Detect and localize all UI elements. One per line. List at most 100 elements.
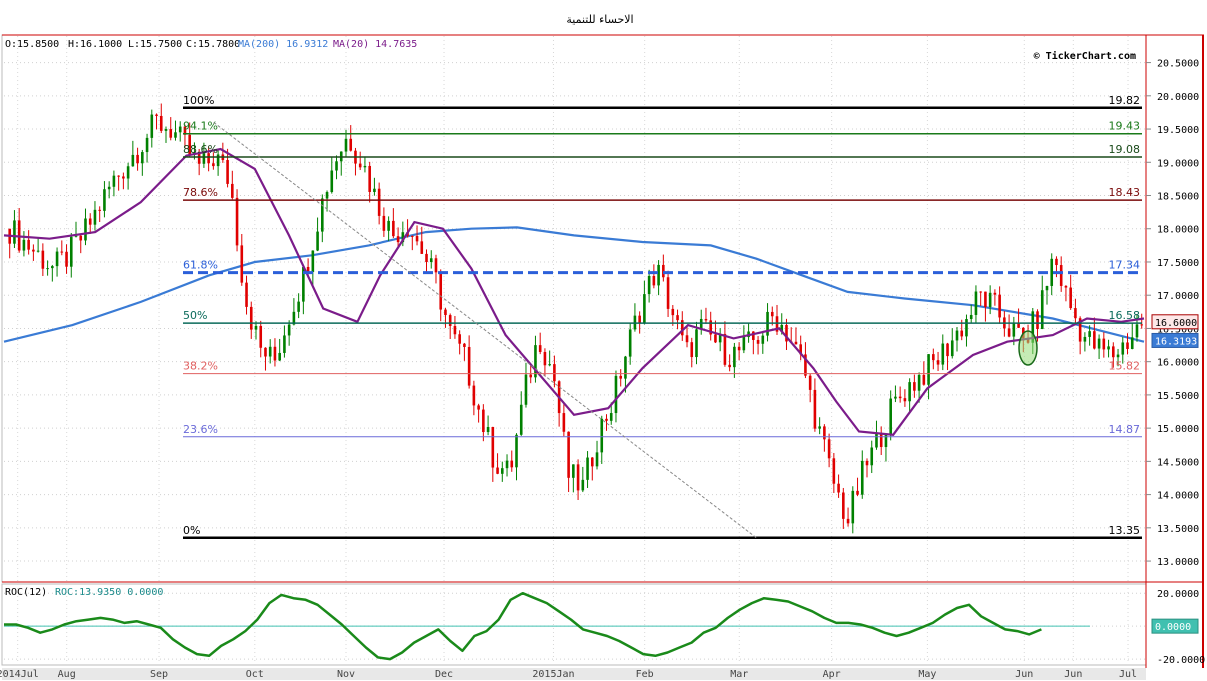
fib-value-label-0: 19.82 — [1109, 94, 1141, 107]
candle — [1126, 333, 1129, 355]
candle — [647, 269, 651, 303]
candle — [1130, 323, 1134, 350]
candle — [543, 348, 547, 377]
candle — [785, 318, 788, 351]
candle — [349, 125, 353, 152]
candle — [472, 380, 476, 416]
candle — [321, 194, 324, 243]
price-tag-label-1: 16.3193 — [1155, 336, 1197, 347]
candle — [55, 247, 59, 277]
candle — [1140, 313, 1144, 329]
candle — [131, 140, 135, 167]
x-tick-label-2: Sep — [150, 669, 168, 680]
fib-value-label-7: 14.87 — [1109, 423, 1141, 436]
candle — [567, 431, 570, 493]
candle — [590, 457, 594, 481]
candle — [984, 291, 987, 322]
candle — [363, 156, 367, 173]
candle — [278, 338, 281, 362]
candle — [491, 426, 495, 482]
candle — [1040, 275, 1044, 330]
candle — [249, 301, 253, 339]
y-tick-label-12: 19.0000 — [1157, 158, 1199, 169]
candle — [605, 414, 608, 431]
candle — [178, 121, 182, 142]
candle — [65, 244, 68, 274]
candle — [212, 152, 215, 170]
roc-zero-tag-bg — [1151, 618, 1199, 634]
candle — [264, 347, 267, 371]
x-tick-label-11: Jun — [1015, 669, 1033, 680]
candle — [1059, 256, 1063, 292]
candle — [453, 315, 457, 339]
candle — [202, 142, 206, 168]
fib-pct-label-6: 38.2% — [183, 360, 218, 373]
candle — [1088, 325, 1091, 346]
fib-pct-label-2: 88.6% — [183, 143, 218, 156]
y-tick-label-10: 18.0000 — [1157, 225, 1199, 236]
candle — [690, 337, 694, 368]
candle — [316, 217, 319, 252]
candle — [268, 339, 272, 364]
y-tick-label-4: 15.0000 — [1157, 424, 1199, 435]
legend-ma20: MA(20) 14.7635 — [333, 39, 417, 50]
candle — [496, 453, 499, 475]
y-tick-label-8: 17.0000 — [1157, 291, 1199, 302]
candle — [714, 320, 717, 344]
x-tick-label-4: Nov — [337, 669, 355, 680]
candle — [283, 325, 286, 358]
candle — [60, 240, 64, 256]
candle — [463, 342, 466, 361]
candle — [628, 322, 632, 365]
candle — [908, 378, 911, 413]
fib-value-label-3: 18.43 — [1109, 186, 1141, 199]
candle — [174, 120, 177, 141]
fib-value-label-2: 19.08 — [1109, 143, 1141, 156]
fib-pct-label-4: 61.8% — [183, 259, 218, 272]
candle — [141, 149, 144, 176]
candle — [699, 309, 703, 335]
candle — [709, 311, 712, 341]
candle — [856, 477, 859, 497]
x-tick-label-12: Jun — [1064, 669, 1082, 680]
candle — [51, 264, 54, 282]
fib-pct-label-7: 23.6% — [183, 423, 218, 436]
candle — [680, 311, 684, 341]
price-tag-label-0: 16.6000 — [1155, 318, 1197, 329]
candle — [794, 327, 798, 345]
candle — [894, 385, 897, 403]
x-tick-label-6: 2015Jan — [532, 669, 574, 680]
candle — [1112, 342, 1115, 368]
trend-line — [213, 122, 757, 539]
candle — [425, 249, 428, 273]
candle — [254, 321, 258, 340]
candle — [927, 354, 930, 400]
candle — [155, 113, 158, 130]
candle — [46, 260, 49, 276]
candle — [169, 117, 173, 141]
candle — [22, 231, 26, 257]
candle — [439, 269, 443, 322]
candle — [676, 309, 679, 330]
candle — [103, 181, 106, 218]
candle — [183, 124, 187, 148]
candle — [704, 307, 708, 324]
candle — [666, 270, 670, 318]
y-tick-label-2: 14.0000 — [1157, 491, 1199, 502]
candle — [112, 170, 116, 197]
fib-pct-label-0: 100% — [183, 94, 214, 107]
candle — [548, 350, 551, 367]
candle — [685, 325, 689, 348]
candle — [358, 151, 362, 171]
fib-pct-label-5: 50% — [183, 309, 207, 322]
candle — [884, 433, 888, 462]
candle — [387, 216, 390, 241]
candle — [98, 206, 101, 222]
fib-pct-label-8: 0% — [183, 524, 200, 537]
candle — [718, 328, 722, 352]
candle — [657, 260, 660, 296]
x-tick-label-13: Jul — [1119, 669, 1137, 680]
candle — [742, 325, 746, 354]
